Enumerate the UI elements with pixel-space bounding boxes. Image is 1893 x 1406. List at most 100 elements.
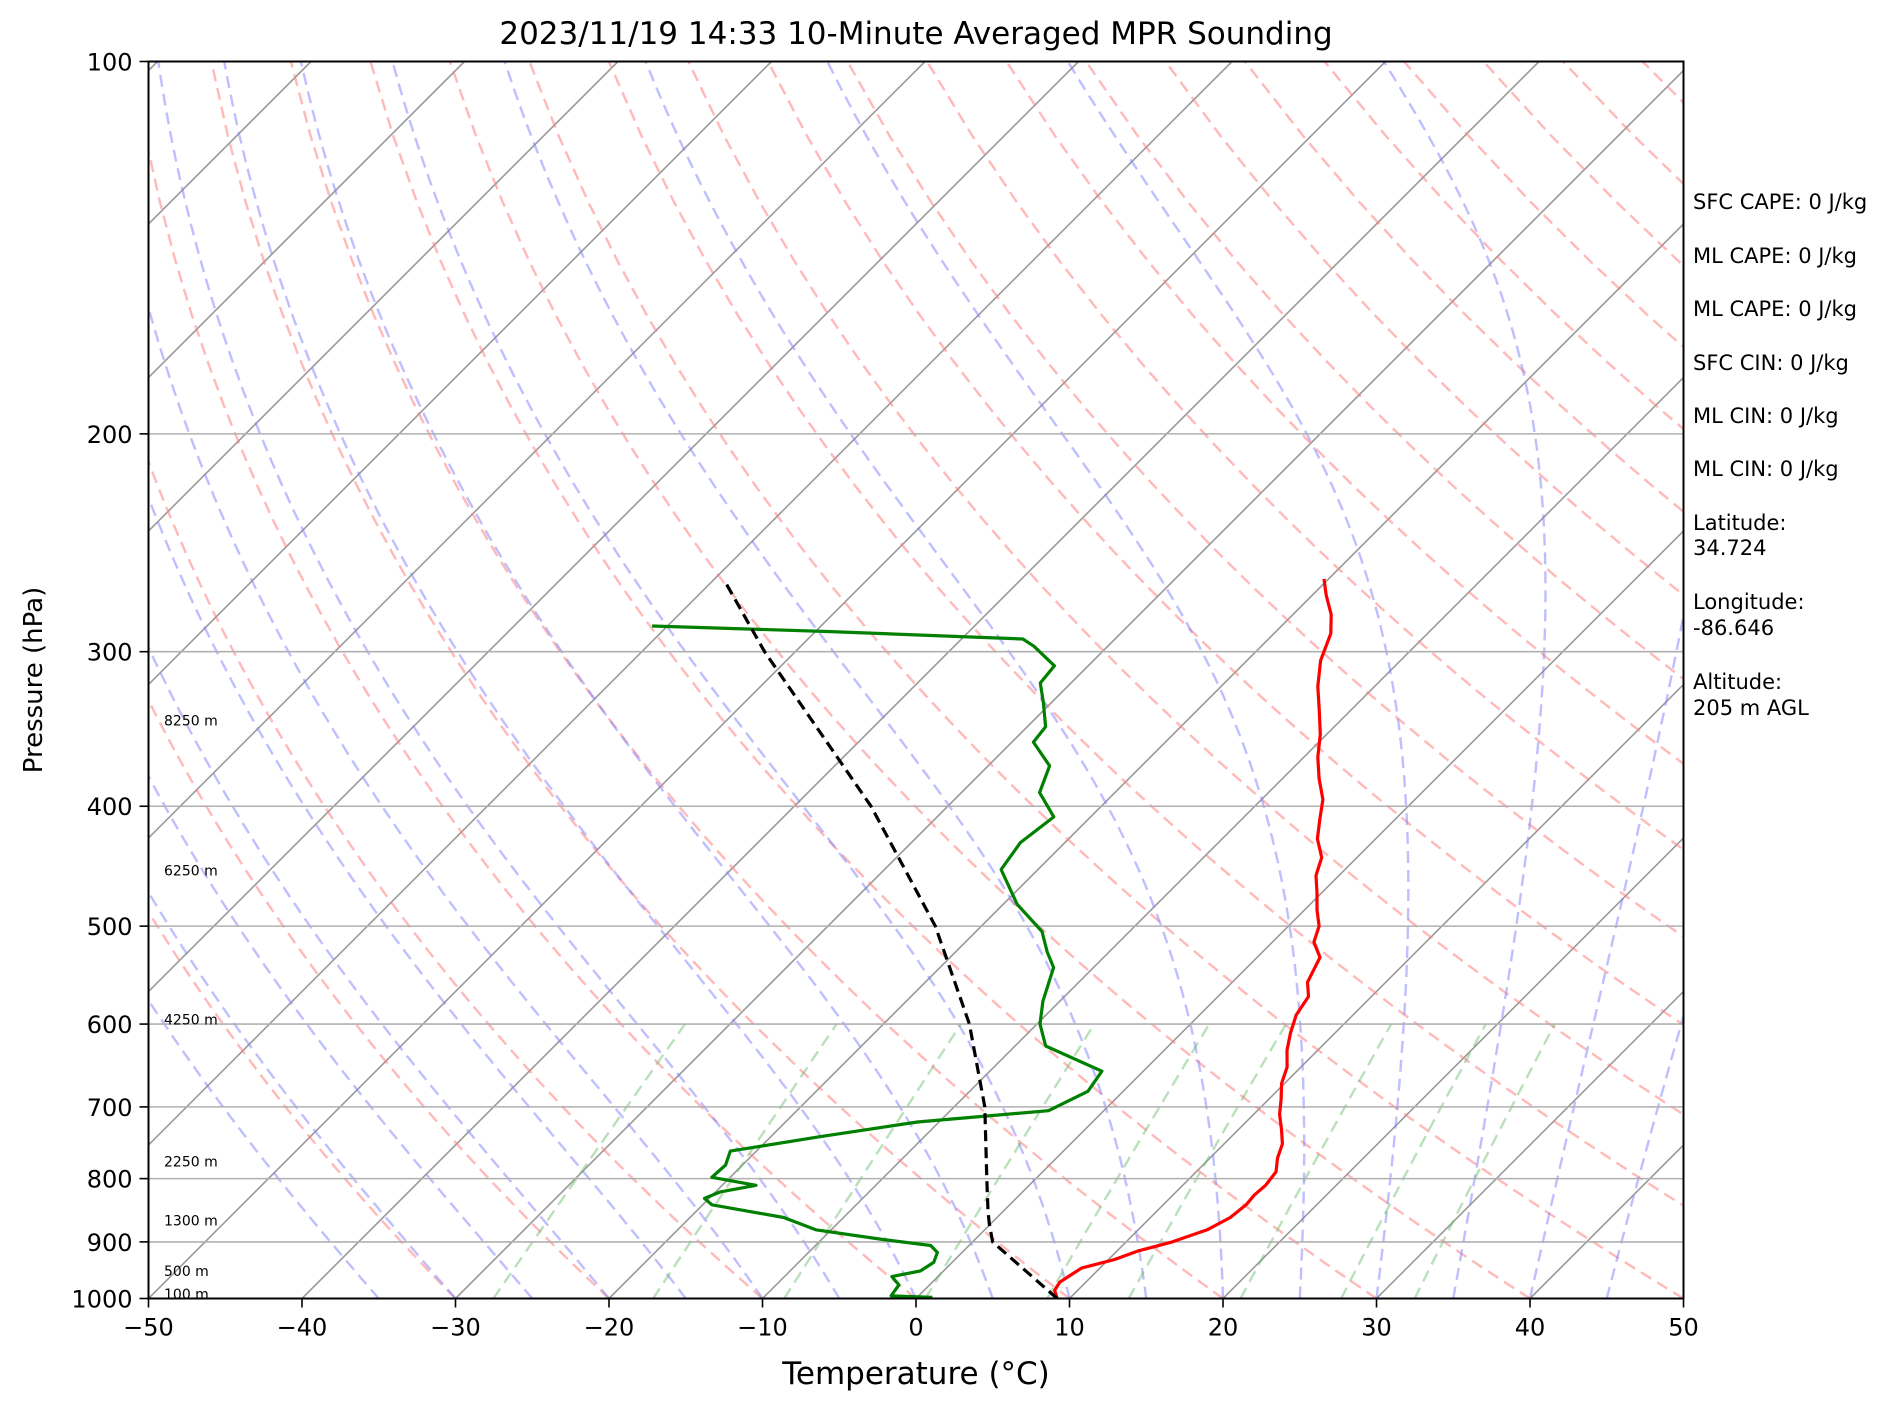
- longitude-label: Longitude:: [1693, 590, 1805, 614]
- altitude-label: Altitude:: [1693, 670, 1783, 694]
- x-tick-label: 30: [1361, 1314, 1392, 1342]
- height-label: 2250 m: [164, 1155, 218, 1171]
- y-tick-label: 200: [87, 421, 133, 449]
- y-axis-ticks: 100 200 300 400 500 600 700 800 900 1000: [71, 49, 149, 1314]
- isotherm-line: [148, 61, 1233, 1147]
- sfc-cin-text: SFC CIN: 0 J/kg: [1693, 351, 1849, 375]
- moist-adiabat-line: [148, 998, 380, 1299]
- x-tick-label: −20: [584, 1314, 635, 1342]
- height-label: 8250 m: [164, 714, 218, 730]
- sfc-cape-text: SFC CAPE: 0 J/kg: [1693, 190, 1868, 214]
- pressure-gridlines: [148, 433, 1684, 1243]
- mixing-ratio-line: [1413, 1023, 1556, 1299]
- moist-adiabat-line: [148, 494, 687, 1299]
- dry-adiabat-line: [448, 61, 1531, 1299]
- dry-adiabat-line: [607, 61, 1684, 1208]
- height-label: 500 m: [164, 1264, 209, 1280]
- moist-adiabat-line: [223, 61, 918, 1299]
- x-tick-label: 40: [1515, 1314, 1546, 1342]
- height-label: 4250 m: [164, 1013, 218, 1029]
- isotherm-line: [148, 61, 773, 686]
- moist-adiabat-line: [148, 303, 764, 1299]
- x-tick-label: 0: [908, 1314, 923, 1342]
- isotherm-line: [301, 61, 1540, 1299]
- isotherm-line: [454, 69, 1684, 1299]
- x-axis-label: Temperature (°C): [781, 1356, 1050, 1392]
- isotherm-line: [0, 62, 4, 1299]
- dry-adiabat-line: [925, 61, 1684, 852]
- moist-adiabat-line: [644, 61, 1225, 1299]
- temperature-line: [1053, 578, 1333, 1299]
- background-lines: [0, 61, 1893, 1299]
- isotherm-line: [1222, 836, 1684, 1299]
- moist-adiabat-line: [148, 773, 534, 1299]
- ml-cape-text-1: ML CAPE: 0 J/kg: [1693, 244, 1858, 268]
- moist-adiabat-line: [157, 61, 841, 1299]
- latitude-label: Latitude:: [1693, 511, 1787, 535]
- dry-adiabat-line: [148, 697, 610, 1299]
- data-series: [652, 578, 1333, 1299]
- x-tick-label: −40: [277, 1314, 328, 1342]
- y-tick-label: 100: [87, 49, 133, 77]
- y-tick-label: 900: [87, 1229, 133, 1257]
- y-tick-label: 800: [87, 1166, 133, 1194]
- ml-cin-text-2: ML CIN: 0 J/kg: [1693, 457, 1839, 481]
- x-tick-label: −10: [737, 1314, 788, 1342]
- x-tick-label: 50: [1668, 1314, 1699, 1342]
- isotherm-line: [915, 529, 1684, 1299]
- moist-adiabat-line: [1066, 61, 1410, 1299]
- isotherm-line: [761, 376, 1684, 1299]
- x-tick-label: −50: [123, 1314, 174, 1342]
- isotherm-line: [148, 61, 466, 379]
- height-label: 100 m: [164, 1287, 209, 1303]
- mixing-ratio-line: [492, 1023, 686, 1299]
- mixing-ratio-line: [924, 1023, 1096, 1299]
- dry-adiabat-line: [1164, 61, 1684, 597]
- dewpoint-line: [652, 624, 1104, 1299]
- mixing-ratio-line: [1340, 1023, 1487, 1299]
- dry-adiabat-line: [148, 909, 457, 1299]
- y-axis-label: Pressure (hPa): [19, 587, 49, 774]
- dry-adiabat-line: [687, 61, 1684, 1116]
- dry-adiabat-line: [1881, 62, 1893, 1299]
- y-tick-label: 700: [87, 1094, 133, 1122]
- plot-frame: [147, 60, 1685, 1300]
- x-tick-label: −30: [430, 1314, 481, 1342]
- isotherm-line: [148, 61, 1387, 1299]
- dry-adiabat-line: [766, 61, 1684, 1027]
- dry-adiabat-line: [846, 61, 1684, 939]
- parcel-line: [724, 582, 1059, 1299]
- longitude-value: -86.646: [1693, 616, 1775, 640]
- ml-cin-text-1: ML CIN: 0 J/kg: [1693, 404, 1839, 428]
- x-tick-label: 20: [1208, 1314, 1239, 1342]
- y-tick-label: 300: [87, 639, 133, 667]
- y-tick-label: 400: [87, 793, 133, 821]
- moist-adiabat-line: [1528, 609, 1684, 1299]
- isotherm-line: [1068, 683, 1684, 1299]
- x-tick-label: 10: [1054, 1314, 1085, 1342]
- y-tick-label: 500: [87, 913, 133, 941]
- y-tick-label: 1000: [71, 1286, 132, 1314]
- y-tick-label: 600: [87, 1011, 133, 1039]
- dry-adiabat-line: [148, 458, 764, 1299]
- dry-adiabat-line: [528, 61, 1684, 1299]
- isotherm-line: [148, 61, 1080, 993]
- dry-adiabat-line: [210, 61, 1071, 1299]
- chart-title: 2023/11/19 14:33 10-Minute Averaged MPR …: [499, 16, 1332, 52]
- isotherm-line: [148, 61, 926, 840]
- dry-adiabat-line: [148, 145, 917, 1299]
- isotherm-line: [608, 222, 1684, 1299]
- latitude-value: 34.724: [1693, 536, 1767, 560]
- x-axis-ticks: −50 −40 −30 −20 −10 0 10 20 30 40 50: [123, 1298, 1699, 1342]
- moist-adiabat-line: [826, 61, 1306, 1299]
- height-label: 1300 m: [164, 1214, 218, 1230]
- altitude-value: 205 m AGL: [1693, 696, 1809, 720]
- height-labels: 100 m 500 m 1300 m 2250 m 4250 m 6250 m 8250 m: [164, 714, 218, 1304]
- ml-cape-text-2: ML CAPE: 0 J/kg: [1693, 297, 1858, 321]
- dry-adiabat-line: [289, 61, 1224, 1299]
- moist-adiabat-line: [299, 61, 994, 1299]
- isotherm-line: [148, 61, 619, 533]
- isotherm-line: [1375, 990, 1684, 1299]
- height-label: 6250 m: [164, 864, 218, 880]
